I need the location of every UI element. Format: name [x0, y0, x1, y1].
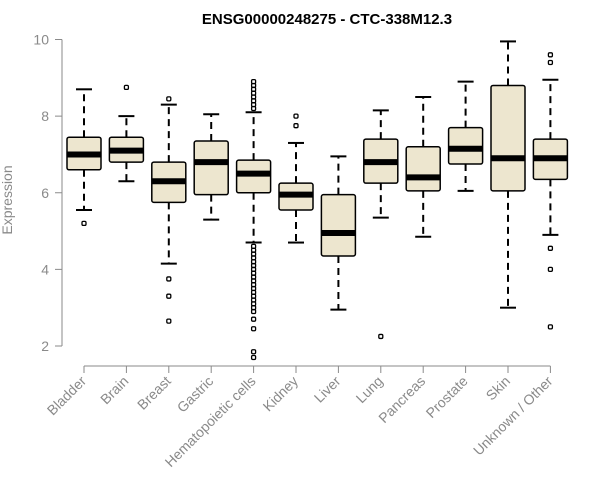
box-gastric [193, 113, 229, 221]
box-liver [320, 155, 357, 311]
y-tick-label: 2 [41, 338, 49, 354]
outlier-point [81, 220, 87, 227]
box-brain [108, 84, 145, 183]
outlier-point [166, 96, 172, 102]
iqr-box [193, 140, 229, 196]
x-tick-label: Brain [97, 373, 131, 407]
x-tick-label: Bladder [44, 373, 90, 419]
y-tick-label: 8 [41, 108, 49, 124]
box-prostate [447, 80, 484, 192]
outlier-point [250, 326, 257, 332]
x-tick-label: Kidney [260, 373, 302, 415]
box-lung [363, 109, 399, 340]
iqr-box [320, 193, 357, 257]
outlier-point [547, 324, 554, 330]
x-tick-label: Breast [134, 373, 174, 413]
x-tick-label: Lung [353, 373, 386, 406]
outlier-point [293, 113, 299, 119]
x-tick-label: Unknown / Other [470, 373, 556, 459]
box-bladder [66, 88, 102, 227]
iqr-box [490, 84, 526, 192]
y-axis-label: Expression [0, 165, 15, 234]
y-tick-label: 6 [41, 185, 49, 201]
outlier-point [166, 318, 172, 324]
outlier-point [250, 354, 257, 361]
box-unknown-other [532, 52, 569, 330]
x-tick-label: Prostate [423, 373, 471, 421]
outlier-point [378, 333, 384, 340]
outlier-point [250, 349, 257, 355]
outlier-point [166, 276, 172, 282]
iqr-box [405, 146, 441, 192]
y-axis: 2 4 6 8 10 [33, 32, 63, 354]
outlier-point [123, 84, 130, 91]
outlier-point [547, 266, 554, 273]
boxes-layer [66, 40, 569, 361]
x-tick-label: Skin [483, 373, 514, 404]
outlier-point [547, 245, 554, 251]
outlier-point [250, 316, 257, 322]
outlier-point [547, 59, 554, 66]
box-kidney [278, 113, 314, 244]
box-skin [490, 40, 526, 309]
x-tick-label: Liver [311, 373, 344, 406]
chart-title: ENSG00000248275 - CTC-338M12.3 [202, 11, 452, 28]
box-breast [151, 96, 187, 324]
outlier-point [166, 293, 172, 299]
box-pancreas [405, 95, 441, 238]
box-hematopoietic-cells [235, 78, 272, 361]
outlier-point [250, 78, 257, 85]
outlier-point [293, 123, 299, 129]
y-tick-label: 4 [41, 261, 49, 277]
outlier-point [547, 52, 554, 58]
y-tick-label: 10 [33, 32, 49, 48]
x-tick-label: Pancreas [375, 373, 428, 426]
outlier-point [250, 308, 257, 315]
